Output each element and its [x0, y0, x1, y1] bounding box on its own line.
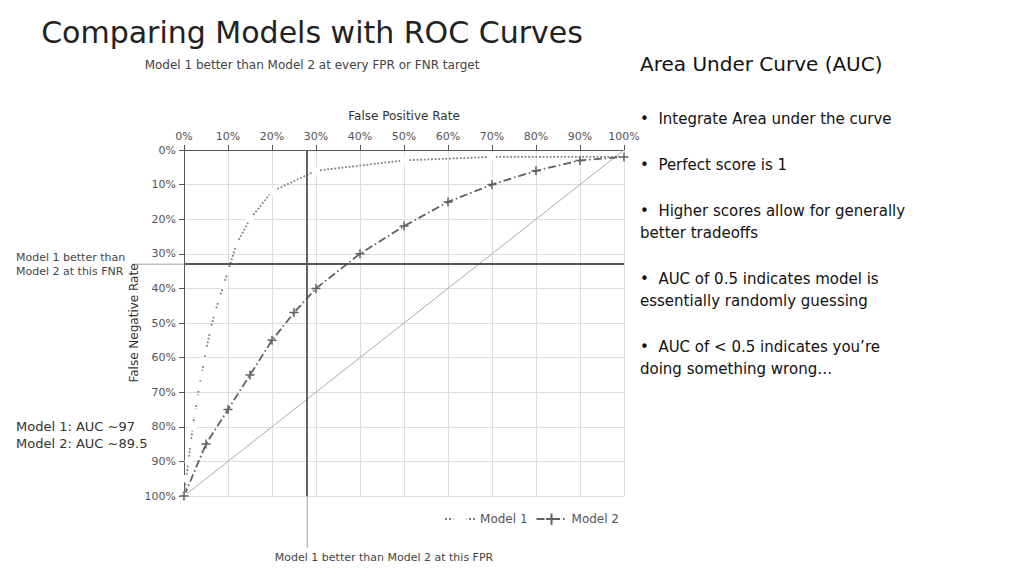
svg-text:40%: 40%: [152, 282, 176, 295]
svg-text:60%: 60%: [436, 130, 460, 143]
svg-text:Model 2: AUC ~89.5: Model 2: AUC ~89.5: [16, 436, 147, 451]
svg-text:doing something wrong…: doing something wrong…: [640, 360, 832, 378]
svg-text:Model 1 better than Model 2 at: Model 1 better than Model 2 at this FPR: [275, 551, 494, 564]
svg-text:• AUC of 0.5 indicates model: • AUC of 0.5 indicates model is: [640, 270, 879, 288]
svg-text:30%: 30%: [152, 247, 176, 260]
svg-text:70%: 70%: [152, 386, 176, 399]
svg-text:Model 1: AUC ~97: Model 1: AUC ~97: [16, 419, 135, 434]
svg-text:Model 2 at this FNR: Model 2 at this FNR: [16, 265, 124, 278]
svg-text:90%: 90%: [152, 455, 176, 468]
svg-text:0%: 0%: [175, 130, 192, 143]
svg-text:80%: 80%: [524, 130, 548, 143]
svg-text:50%: 50%: [392, 130, 416, 143]
svg-text:better tradeoffs: better tradeoffs: [640, 224, 758, 242]
svg-text:Model 1 better than: Model 1 better than: [16, 251, 125, 264]
svg-text:False Positive Rate: False Positive Rate: [348, 109, 460, 123]
svg-text:Model 1 better than Model 2 at: Model 1 better than Model 2 at every FPR…: [145, 58, 480, 72]
svg-text:20%: 20%: [260, 130, 284, 143]
svg-text:100%: 100%: [608, 130, 639, 143]
svg-text:100%: 100%: [145, 490, 176, 503]
svg-text:False Negative Rate: False Negative Rate: [127, 263, 141, 382]
svg-text:90%: 90%: [568, 130, 592, 143]
svg-text:50%: 50%: [152, 317, 176, 330]
svg-text:0%: 0%: [159, 144, 176, 157]
svg-text:• Integrate Area under the cu: • Integrate Area under the curve: [640, 110, 892, 128]
svg-text:10%: 10%: [152, 178, 176, 191]
svg-text:• Perfect score is 1: • Perfect score is 1: [640, 156, 787, 174]
svg-text:40%: 40%: [348, 130, 372, 143]
svg-text:• AUC of < 0.5 indicates you’: • AUC of < 0.5 indicates you’re: [640, 338, 880, 356]
svg-text:80%: 80%: [152, 420, 176, 433]
svg-text:essentially randomly guessing: essentially randomly guessing: [640, 292, 868, 310]
svg-text:60%: 60%: [152, 351, 176, 364]
svg-text:10%: 10%: [216, 130, 240, 143]
svg-text:70%: 70%: [480, 130, 504, 143]
svg-text:30%: 30%: [304, 130, 328, 143]
svg-text:• Higher scores allow for gen: • Higher scores allow for generally: [640, 202, 905, 220]
svg-text:Model 2: Model 2: [572, 512, 619, 526]
svg-text:Comparing Models with ROC Curv: Comparing Models with ROC Curves: [41, 15, 583, 50]
svg-text:Area Under Curve (AUC): Area Under Curve (AUC): [640, 52, 883, 76]
svg-text:Model 1: Model 1: [480, 512, 527, 526]
svg-text:20%: 20%: [152, 213, 176, 226]
